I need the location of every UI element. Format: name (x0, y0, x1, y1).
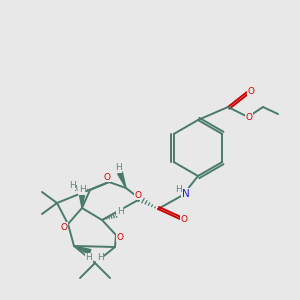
Text: H: H (69, 181, 75, 190)
Text: H: H (117, 206, 123, 215)
Text: O: O (245, 112, 253, 122)
Text: H: H (97, 254, 104, 262)
Text: O: O (181, 215, 188, 224)
Text: O: O (61, 223, 68, 232)
Text: O: O (134, 190, 142, 200)
Text: H: H (115, 164, 122, 172)
Text: H: H (79, 185, 86, 194)
Text: O: O (103, 172, 110, 182)
Polygon shape (74, 246, 91, 254)
Text: H: H (85, 254, 92, 262)
Text: O: O (116, 232, 124, 242)
Polygon shape (118, 172, 126, 188)
Polygon shape (80, 195, 85, 208)
Text: N: N (182, 189, 190, 199)
Text: H: H (175, 184, 182, 194)
Text: O: O (248, 86, 254, 95)
